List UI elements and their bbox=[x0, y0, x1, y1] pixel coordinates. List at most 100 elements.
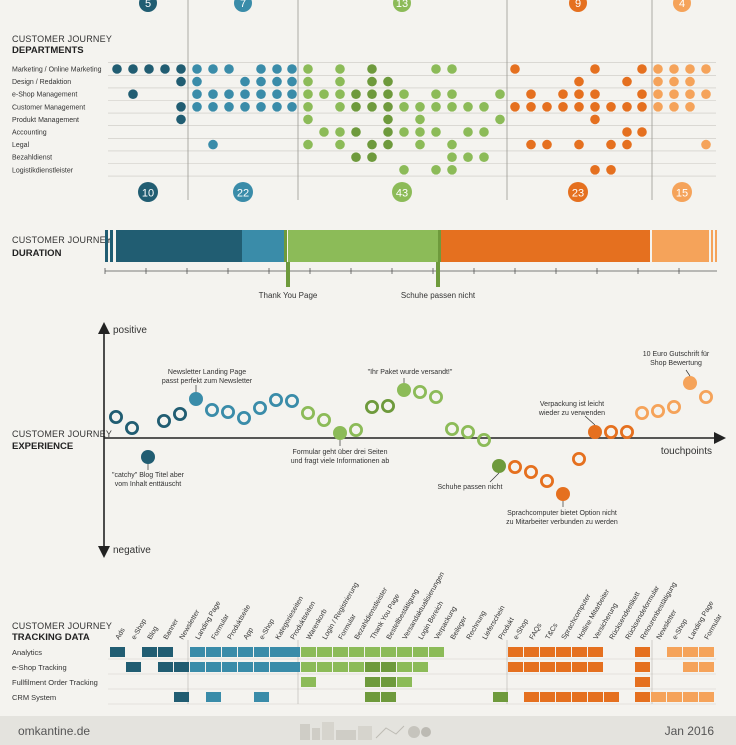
experience-point bbox=[651, 403, 666, 418]
experience-point bbox=[476, 432, 491, 447]
dept-dot bbox=[495, 114, 505, 125]
experience-positive-label: positive bbox=[113, 325, 147, 336]
tracking-cell bbox=[254, 647, 269, 657]
duration-segment bbox=[110, 230, 113, 262]
tracking-cell bbox=[158, 647, 173, 657]
dept-dot bbox=[192, 76, 202, 87]
footer-site: omkantine.de bbox=[18, 724, 91, 738]
tracking-cell bbox=[285, 647, 300, 657]
phase-count-bottom-circle bbox=[138, 182, 158, 202]
tracking-cell bbox=[413, 647, 428, 657]
tracking-cell bbox=[190, 662, 205, 672]
phase-count-top-circle bbox=[569, 0, 587, 12]
dept-dot bbox=[606, 165, 616, 175]
dept-dot bbox=[479, 152, 489, 162]
dept-dot bbox=[542, 102, 552, 112]
tracking-cell bbox=[683, 647, 698, 657]
tracking-cell bbox=[508, 662, 523, 672]
tracking-cell bbox=[572, 662, 587, 672]
phase-count-bottom-circle bbox=[233, 182, 253, 202]
tracking-cell bbox=[142, 647, 157, 657]
dept-dot bbox=[495, 89, 505, 99]
dept-dot bbox=[335, 64, 345, 74]
tracking-cell bbox=[667, 692, 682, 702]
tracking-cell bbox=[651, 692, 666, 702]
dept-dot bbox=[463, 152, 473, 162]
tracking-cell bbox=[238, 662, 253, 672]
experience-yaxis-arrow-down bbox=[98, 546, 110, 558]
phase-count-top-circle bbox=[234, 0, 252, 12]
dept-dot bbox=[447, 64, 457, 74]
experience-point bbox=[524, 464, 539, 479]
experience-point bbox=[333, 426, 347, 440]
dept-dot bbox=[176, 102, 186, 112]
experience-note-text: Shop Bewertung bbox=[650, 360, 702, 367]
dept-dot bbox=[256, 102, 266, 112]
dept-dot bbox=[510, 64, 520, 74]
experience-note-text: Formular geht über drei Seiten bbox=[293, 449, 388, 456]
dept-dot bbox=[383, 139, 393, 150]
tracking-cell bbox=[317, 662, 332, 672]
dept-dot bbox=[399, 89, 409, 99]
tracking-cell bbox=[270, 647, 285, 657]
tracking-cell bbox=[683, 662, 698, 672]
dept-row-label: Bezahldienst bbox=[12, 155, 52, 162]
dept-dot bbox=[526, 89, 536, 99]
experience-note-text: und fragt viele Informationen ab bbox=[291, 458, 390, 465]
tracking-subtitle: TRACKING DATA bbox=[12, 632, 90, 643]
tracking-cell bbox=[508, 647, 523, 657]
tracking-cell bbox=[588, 662, 603, 672]
dept-dot bbox=[590, 114, 600, 125]
phase-count-bottom-circle bbox=[568, 182, 588, 202]
tracking-cell bbox=[301, 677, 316, 687]
departments-subtitle: DEPARTMENTS bbox=[12, 45, 84, 56]
dept-dot bbox=[590, 165, 600, 175]
dept-dot bbox=[669, 102, 679, 112]
phase-count-bottom: 15 bbox=[676, 188, 688, 200]
dept-dot bbox=[303, 89, 313, 99]
tracking-cell bbox=[699, 692, 714, 702]
dept-dot bbox=[128, 64, 138, 74]
dept-row-label: Produkt Management bbox=[12, 117, 79, 124]
tracking-title: CUSTOMER JOURNEY bbox=[12, 621, 112, 631]
dept-dot bbox=[383, 89, 393, 99]
experience-note-leader bbox=[489, 472, 500, 483]
phase-count-top: 5 bbox=[145, 0, 151, 10]
tracking-cell bbox=[206, 662, 221, 672]
experience-points bbox=[109, 376, 714, 501]
dept-dot bbox=[415, 114, 425, 125]
dept-dot bbox=[622, 76, 632, 87]
phase-count-bottom: 43 bbox=[396, 188, 408, 200]
experience-point bbox=[172, 406, 187, 421]
dept-dot bbox=[383, 76, 393, 87]
experience-point bbox=[699, 389, 714, 404]
tracking-cell bbox=[572, 692, 587, 702]
duration-marker-schuhe: Schuhe passen nicht bbox=[401, 291, 476, 300]
experience-point bbox=[635, 405, 650, 420]
dept-dot bbox=[287, 64, 297, 74]
experience-point bbox=[316, 412, 331, 427]
dept-dot bbox=[367, 139, 377, 150]
tracking-cell bbox=[397, 677, 412, 687]
dept-dot bbox=[701, 89, 711, 99]
tracking-cell bbox=[333, 662, 348, 672]
dept-dot bbox=[510, 102, 520, 112]
duration-marker-schuhe-line bbox=[436, 262, 440, 287]
dept-dot bbox=[590, 102, 600, 112]
dept-dot bbox=[653, 76, 663, 87]
experience-note-leader bbox=[584, 415, 596, 426]
dept-dot bbox=[399, 102, 409, 112]
dept-dot bbox=[685, 89, 695, 99]
dept-dot bbox=[240, 102, 250, 112]
experience-point bbox=[412, 384, 427, 399]
tracking-cell bbox=[381, 692, 396, 702]
experience-point bbox=[236, 410, 251, 425]
phase-count-top-circle bbox=[673, 0, 691, 12]
dept-dot bbox=[224, 102, 234, 112]
dept-dot bbox=[272, 102, 282, 112]
dept-dot bbox=[208, 89, 218, 99]
tracking-system-label: e-Shop Tracking bbox=[12, 663, 67, 672]
dept-dot bbox=[208, 139, 218, 150]
dept-dot bbox=[319, 89, 329, 99]
phase-count-bottom: 22 bbox=[237, 188, 249, 200]
